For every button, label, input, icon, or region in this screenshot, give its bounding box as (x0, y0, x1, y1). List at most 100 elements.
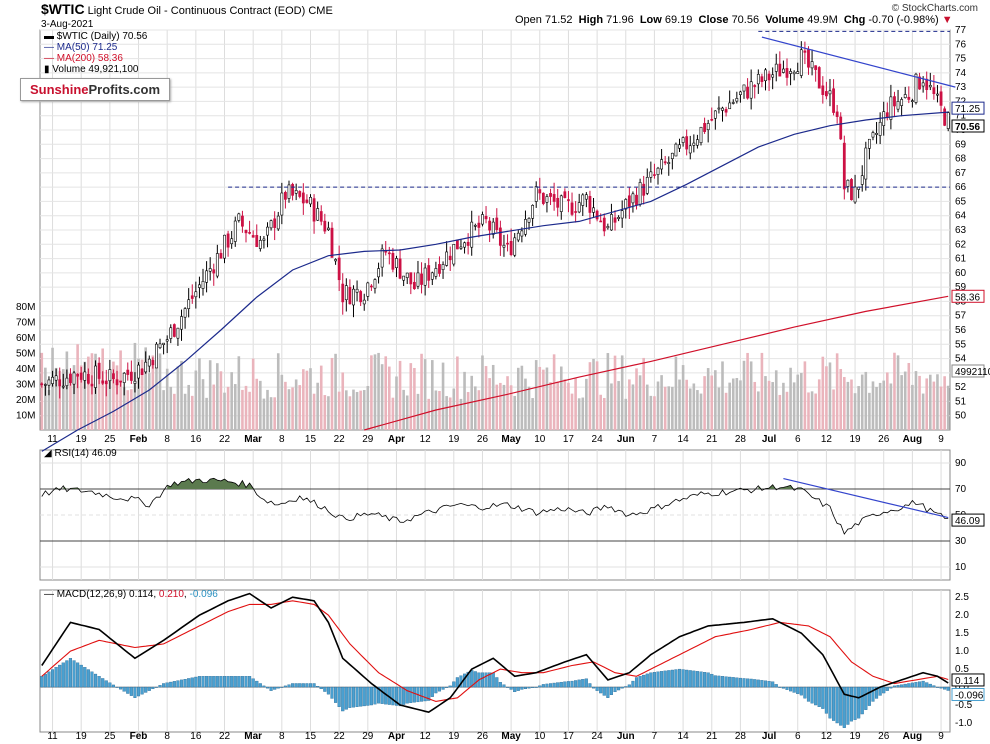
volume-bar (65, 351, 69, 430)
candle-body (914, 73, 918, 103)
candle-body (287, 184, 291, 199)
x-tick-label: 19 (849, 434, 861, 445)
price-tick-label: 68 (955, 154, 967, 165)
macd-histogram-bar (817, 686, 821, 707)
macd-histogram-bar (925, 682, 929, 688)
candle-body (731, 102, 735, 104)
macd-histogram-bar (724, 676, 728, 688)
volume-bar (835, 353, 839, 430)
volume-bar (900, 375, 903, 430)
volume-bar (771, 382, 774, 430)
volume-bar (69, 374, 72, 430)
candle-body (341, 283, 345, 303)
volume-bar (645, 384, 649, 430)
volume-bar (939, 386, 943, 430)
x-tick-label-bottom: 19 (76, 731, 88, 742)
macd-histogram-bar (581, 679, 585, 688)
candle-body (61, 385, 65, 388)
macd-line (41, 592, 949, 714)
chart-grid (39, 29, 951, 733)
x-tick-label: 24 (592, 434, 604, 445)
macd-histogram-bar (713, 675, 717, 688)
macd-histogram-bar (222, 676, 227, 688)
macd-histogram-bar (860, 686, 864, 715)
x-tick-label: 16 (190, 434, 202, 445)
volume-bar (287, 389, 291, 430)
candle-body (416, 272, 420, 287)
candle-body (387, 252, 391, 255)
candle-body (882, 111, 886, 126)
volume-bar (807, 392, 810, 430)
macd-histogram-bar (133, 686, 137, 698)
price-tick-label: 55 (955, 339, 967, 350)
candle-body (746, 86, 749, 99)
candle-body (667, 162, 671, 164)
macd-histogram-bar (513, 686, 517, 693)
candle-body (584, 194, 588, 200)
macd-histogram-bar (574, 680, 578, 688)
volume-bar (857, 386, 860, 430)
volume-bar (524, 378, 527, 430)
macd-histogram-bar (312, 683, 316, 688)
volume-bar (72, 365, 76, 430)
macd-histogram-bar (237, 676, 241, 688)
candle-body (54, 375, 58, 381)
macd-histogram-bar (538, 685, 542, 688)
candle-body (552, 194, 556, 202)
candle-body (43, 384, 47, 386)
price-tick-label: 56 (955, 325, 967, 336)
volume-bar (602, 397, 606, 430)
volume-bar (796, 374, 800, 430)
volume-bar (513, 395, 517, 430)
candle-body (362, 299, 366, 305)
macd-histogram-bar (362, 686, 366, 707)
volume-bar (821, 356, 825, 430)
volume-bar (420, 353, 423, 430)
macd-histogram-bar (814, 686, 818, 706)
macd-histogram-bar (821, 686, 825, 709)
candle-body (756, 74, 760, 85)
candle-body (405, 272, 409, 278)
macd-histogram-bar (50, 669, 55, 688)
x-tick-label-bottom: Jun (617, 731, 635, 742)
macd-histogram-bar (717, 675, 721, 688)
volume-bar (828, 362, 832, 430)
macd-histogram-bar (348, 686, 352, 708)
volume-bar (509, 385, 513, 430)
macd-histogram-bar (588, 683, 592, 688)
rsi-last-label: 46.09 (955, 516, 980, 527)
candle-body (348, 286, 352, 305)
volume-bar (284, 381, 287, 430)
volume-bar (384, 356, 388, 430)
macd-histogram-bar (402, 686, 406, 705)
volume-bar (502, 384, 506, 430)
x-tick-label: 10 (534, 434, 546, 445)
candle-body (606, 226, 610, 229)
candle-body (910, 100, 914, 102)
candle-body (545, 196, 549, 203)
candle-body (40, 383, 44, 386)
macd-histogram-bar (548, 683, 553, 688)
macd-histogram-bar (566, 681, 570, 688)
x-tick-label: 21 (706, 434, 718, 445)
volume-bar (710, 375, 714, 430)
candle-body (291, 184, 294, 196)
candle-body (925, 78, 929, 90)
candle-body (771, 74, 775, 78)
candle-body (903, 94, 907, 98)
candle-body (538, 189, 542, 194)
macd-histogram-bar (233, 676, 237, 688)
candle-body (427, 265, 431, 281)
legend-ma200: — MA(200) 58.36 (44, 53, 123, 64)
macd-histogram-bar (595, 686, 599, 691)
macd-histogram-bar (366, 686, 370, 706)
candle-body (760, 76, 764, 82)
macd-histogram-bar (946, 686, 950, 691)
volume-bar (97, 367, 101, 430)
candle-body (133, 380, 137, 384)
volume-bar (388, 366, 391, 430)
macd-histogram-bar (871, 686, 875, 702)
x-tick-label: 11 (47, 434, 58, 445)
macd-histogram-bar (663, 670, 667, 688)
price-tick-label: 61 (955, 254, 967, 265)
